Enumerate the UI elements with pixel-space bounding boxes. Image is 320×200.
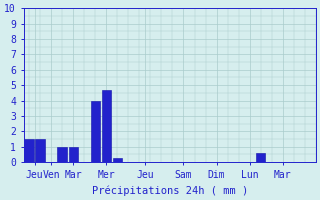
Bar [256,153,265,162]
Bar [24,139,34,162]
Bar [68,147,78,162]
Bar [113,158,122,162]
Bar [58,147,67,162]
Bar [36,139,45,162]
Bar [91,101,100,162]
X-axis label: Précipitations 24h ( mm ): Précipitations 24h ( mm ) [92,185,248,196]
Bar [101,90,111,162]
